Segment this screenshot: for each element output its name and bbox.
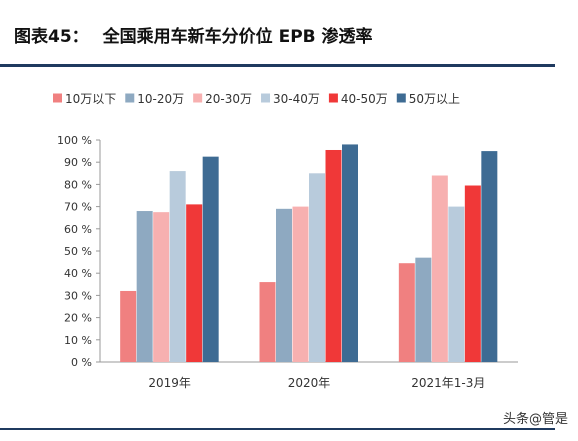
bar <box>292 206 309 362</box>
legend-swatch <box>396 93 406 103</box>
legend-label: 50万以上 <box>409 92 460 106</box>
footer-divider <box>0 428 555 430</box>
legend-swatch <box>125 93 135 103</box>
y-tick-label: 10 % <box>64 334 92 347</box>
bar <box>153 212 170 362</box>
watermark: 头条@管是 <box>502 412 568 427</box>
legend-label: 10-20万 <box>137 92 184 106</box>
bar <box>325 149 342 362</box>
y-tick-label: 20 % <box>64 312 92 325</box>
y-tick-label: 90 % <box>64 156 92 169</box>
x-tick-label: 2019年 <box>148 376 191 390</box>
figure-label: 图表45： <box>14 27 89 47</box>
chart-title: 图表45： 全国乘用车新车分价位 EPB 渗透率 <box>14 22 373 47</box>
x-tick-label: 2020年 <box>288 376 331 390</box>
y-tick-label: 40 % <box>64 267 92 280</box>
bar <box>259 282 276 362</box>
bar <box>276 208 292 362</box>
y-tick-label: 70 % <box>64 201 92 214</box>
x-tick-label: 2021年1-3月 <box>411 376 485 390</box>
bar <box>431 175 448 362</box>
bar <box>309 173 325 362</box>
y-tick-label: 100 % <box>57 134 92 147</box>
legend-swatch <box>261 93 271 103</box>
legend-label: 30-40万 <box>273 92 320 106</box>
legend-label: 20-30万 <box>205 92 252 106</box>
figure-title: 全国乘用车新车分价位 EPB 渗透率 <box>102 27 373 47</box>
y-tick-label: 0 % <box>71 356 92 369</box>
bar <box>202 156 219 362</box>
y-tick-label: 30 % <box>64 289 92 302</box>
legend-swatch <box>53 93 62 103</box>
y-tick-label: 60 % <box>64 223 92 236</box>
bar <box>415 257 432 362</box>
y-tick-label: 50 % <box>64 245 92 258</box>
bar <box>398 263 415 362</box>
legend-swatch <box>193 93 203 103</box>
bar <box>342 144 358 362</box>
bar <box>136 211 153 362</box>
bar <box>481 151 498 362</box>
bar <box>169 171 186 362</box>
y-tick-label: 80 % <box>64 178 92 191</box>
bar <box>120 290 137 362</box>
legend-label: 40-50万 <box>341 92 388 106</box>
bar <box>186 204 203 362</box>
bar <box>464 185 481 362</box>
legend-label: 10万以下 <box>65 92 116 106</box>
header-divider <box>0 64 555 67</box>
legend-swatch <box>328 93 338 103</box>
bar <box>448 206 465 362</box>
